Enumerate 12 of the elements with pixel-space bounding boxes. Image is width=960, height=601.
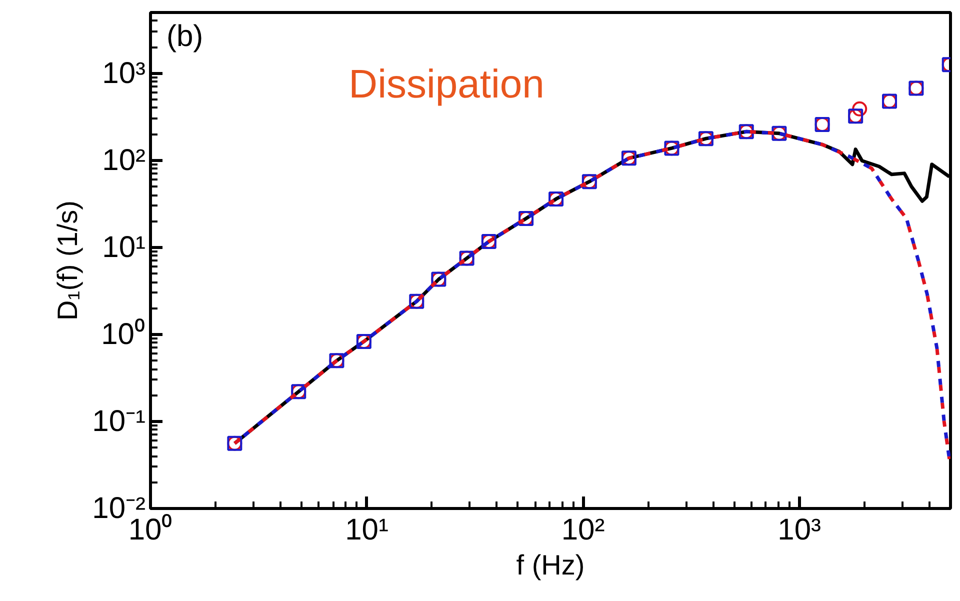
- x-axis-title: f (Hz): [516, 550, 585, 580]
- annotation: (b): [166, 20, 204, 53]
- y-axis-title: D₁(f) (1/s): [52, 200, 84, 320]
- y-tick-label: 10²: [102, 144, 146, 177]
- x-tick-label: 10²: [561, 514, 605, 546]
- y-tick-label: 10¹: [102, 230, 146, 264]
- y-tick-label: 10⁻¹: [92, 404, 146, 438]
- x-tick-label: 10³: [778, 514, 822, 546]
- y-tick-label: 10⁰: [101, 318, 146, 351]
- y-tick-label: 10³: [102, 56, 146, 90]
- x-tick-label: 10¹: [345, 514, 388, 546]
- text: Dissipation: [348, 62, 544, 107]
